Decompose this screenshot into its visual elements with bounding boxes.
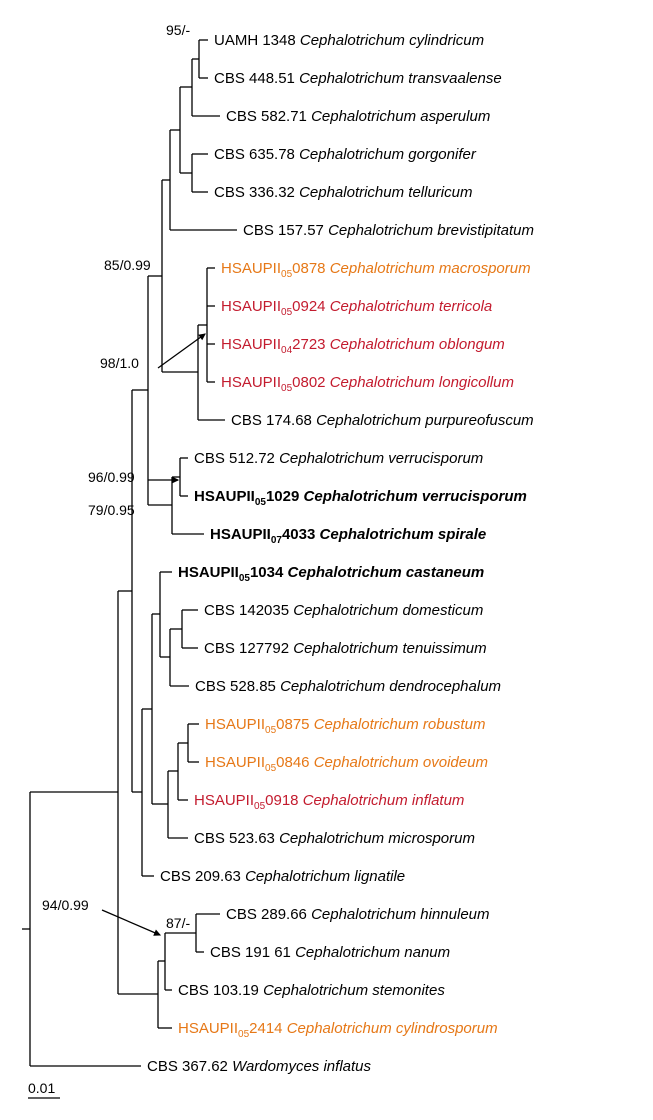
support-label: 94/0.99 bbox=[42, 897, 89, 913]
scale-bar-label: 0.01 bbox=[28, 1080, 55, 1096]
taxon-label: HSAUPII050802 Cephalotrichum longicollum bbox=[221, 374, 514, 394]
taxon-label: CBS 127792 Cephalotrichum tenuissimum bbox=[204, 640, 487, 657]
taxon-label: CBS 209.63 Cephalotrichum lignatile bbox=[160, 868, 405, 885]
taxon-label: CBS 528.85 Cephalotrichum dendrocephalum bbox=[195, 678, 501, 695]
taxon-label: CBS 512.72 Cephalotrichum verrucisporum bbox=[194, 450, 483, 467]
taxon-label: CBS 191 61 Cephalotrichum nanum bbox=[210, 944, 450, 961]
taxon-label: HSAUPII050875 Cephalotrichum robustum bbox=[205, 716, 485, 736]
taxon-label: HSAUPII074033 Cephalotrichum spirale bbox=[210, 526, 486, 546]
taxon-label: CBS 367.62 Wardomyces inflatus bbox=[147, 1058, 372, 1075]
taxon-label: CBS 582.71 Cephalotrichum asperulum bbox=[226, 108, 490, 125]
taxon-label: CBS 103.19 Cephalotrichum stemonites bbox=[178, 982, 445, 999]
taxon-label: CBS 336.32 Cephalotrichum telluricum bbox=[214, 184, 472, 201]
taxon-label: CBS 448.51 Cephalotrichum transvaalense bbox=[214, 70, 502, 87]
support-label: 85/0.99 bbox=[104, 257, 151, 273]
taxon-label: HSAUPII050878 Cephalotrichum macrosporum bbox=[221, 260, 531, 280]
taxon-label: HSAUPII051034 Cephalotrichum castaneum bbox=[178, 564, 484, 584]
taxon-label: CBS 174.68 Cephalotrichum purpureofuscum bbox=[231, 412, 534, 429]
taxon-label: CBS 142035 Cephalotrichum domesticum bbox=[204, 602, 483, 619]
taxon-label: HSAUPII042723 Cephalotrichum oblongum bbox=[221, 336, 505, 356]
taxon-label: HSAUPII050846 Cephalotrichum ovoideum bbox=[205, 754, 488, 774]
phylogenetic-tree: UAMH 1348 Cephalotrichum cylindricum CBS … bbox=[10, 10, 653, 1110]
support-label: 87/- bbox=[166, 915, 190, 931]
taxon-label: HSAUPII050918 Cephalotrichum inflatum bbox=[194, 792, 464, 812]
taxon-label: CBS 635.78 Cephalotrichum gorgonifer bbox=[214, 146, 477, 163]
taxon-label: CBS 157.57 Cephalotrichum brevistipitatu… bbox=[243, 222, 534, 239]
support-label: 96/0.99 bbox=[88, 469, 135, 485]
support-label: 79/0.95 bbox=[88, 502, 135, 518]
taxon-label: HSAUPII050924 Cephalotrichum terricola bbox=[221, 298, 492, 318]
taxon-label: UAMH 1348 Cephalotrichum cylindricum bbox=[214, 32, 484, 49]
taxon-label: HSAUPII052414 Cephalotrichum cylindrospo… bbox=[178, 1020, 498, 1040]
support-label: 95/- bbox=[166, 22, 190, 38]
taxon-label: HSAUPII051029 Cephalotrichum verrucispor… bbox=[194, 488, 527, 508]
taxon-label: CBS 289.66 Cephalotrichum hinnuleum bbox=[226, 906, 490, 923]
support-label: 98/1.0 bbox=[100, 355, 139, 371]
taxon-label: CBS 523.63 Cephalotrichum microsporum bbox=[194, 830, 475, 847]
